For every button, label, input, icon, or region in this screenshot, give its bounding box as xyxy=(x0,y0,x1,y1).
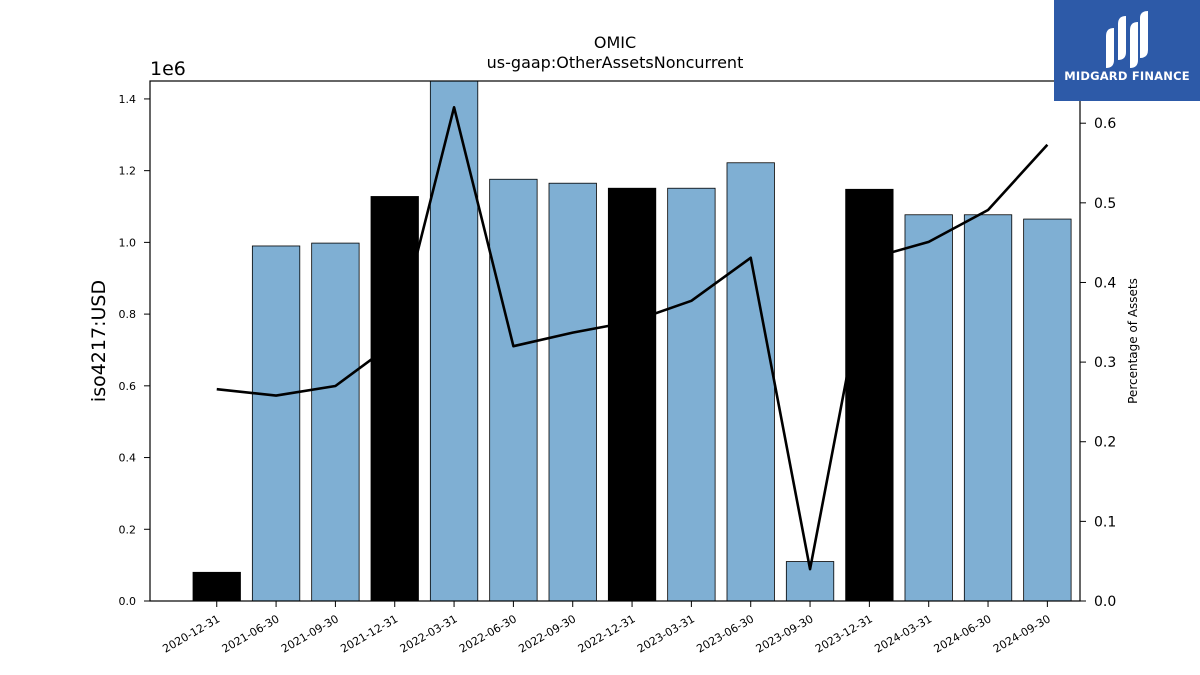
y-axis-ticks: 0.0 0.2 0.4 0.6 0.8 1.0 1.2 1.4 xyxy=(119,93,150,608)
y-tick-label: 0.0 xyxy=(119,595,137,608)
chart-subtitle: us-gaap:OtherAssetsNoncurrent xyxy=(487,53,744,72)
x-tick-label: 2023-03-31 xyxy=(635,612,697,655)
x-tick-label: 2022-06-30 xyxy=(457,612,519,655)
bar xyxy=(1023,218,1072,602)
x-tick-label: 2023-12-31 xyxy=(813,612,875,655)
x-tick-label: 2021-12-31 xyxy=(338,612,400,655)
y-tick-label: 0.8 xyxy=(119,308,137,321)
bar xyxy=(251,245,301,602)
brand-logo: MIDGARD FINANCE xyxy=(1054,0,1200,101)
bar xyxy=(904,214,953,602)
bar xyxy=(429,80,479,602)
y-tick-label: 0.2 xyxy=(119,523,137,536)
y2-axis-ticks: 0.0 0.1 0.2 0.3 0.4 0.5 0.6 xyxy=(1080,116,1116,610)
x-axis-ticks: 2020-12-312021-06-302021-09-302021-12-31… xyxy=(160,601,1053,656)
x-tick-label: 2021-09-30 xyxy=(279,612,341,655)
x-tick-label: 2021-06-30 xyxy=(220,612,282,655)
bar xyxy=(489,178,538,602)
y2-tick-label: 0.5 xyxy=(1094,196,1116,212)
y-tick-label: 1.4 xyxy=(119,93,137,106)
y2-tick-label: 0.4 xyxy=(1094,275,1116,291)
x-tick-label: 2024-06-30 xyxy=(932,612,994,655)
bar xyxy=(845,188,894,602)
x-tick-label: 2022-09-30 xyxy=(516,612,578,655)
y2-axis-label: Percentage of Assets xyxy=(1126,278,1140,404)
x-tick-label: 2023-06-30 xyxy=(694,612,756,655)
percentage-line xyxy=(216,105,1049,571)
bar xyxy=(548,182,597,602)
y2-tick-label: 0.3 xyxy=(1094,355,1116,371)
plot-frame xyxy=(149,80,1081,602)
x-tick-label: 2020-12-31 xyxy=(160,612,222,655)
bar xyxy=(963,214,1013,602)
y2-tick-label: 0.6 xyxy=(1094,116,1116,132)
y-tick-label: 0.6 xyxy=(119,380,137,393)
chart-title: OMIC xyxy=(594,33,636,52)
bar xyxy=(311,242,360,602)
line-layer xyxy=(216,105,1049,571)
bar xyxy=(192,571,241,602)
y-tick-label: 0.4 xyxy=(119,452,137,465)
x-tick-label: 2023-09-30 xyxy=(754,612,816,655)
x-tick-label: 2022-12-31 xyxy=(576,612,638,655)
y2-tick-label: 0.2 xyxy=(1094,435,1116,451)
bar xyxy=(607,187,657,602)
y-offset-label: 1e6 xyxy=(150,58,186,80)
bar xyxy=(370,196,419,602)
x-tick-label: 2022-03-31 xyxy=(398,612,460,655)
brand-name: MIDGARD FINANCE xyxy=(1064,69,1190,83)
y2-tick-label: 0.0 xyxy=(1094,594,1116,610)
bars-layer xyxy=(192,80,1072,602)
y-tick-label: 1.2 xyxy=(119,165,137,178)
x-tick-label: 2024-03-31 xyxy=(872,612,934,655)
y-tick-label: 1.0 xyxy=(119,236,137,249)
y-axis-label: iso4217:USD xyxy=(88,280,110,402)
bar xyxy=(667,187,716,602)
x-tick-label: 2024-09-30 xyxy=(991,612,1053,655)
bar xyxy=(726,162,775,602)
y2-tick-label: 0.1 xyxy=(1094,514,1116,530)
midgard-logo-icon xyxy=(1106,11,1148,68)
